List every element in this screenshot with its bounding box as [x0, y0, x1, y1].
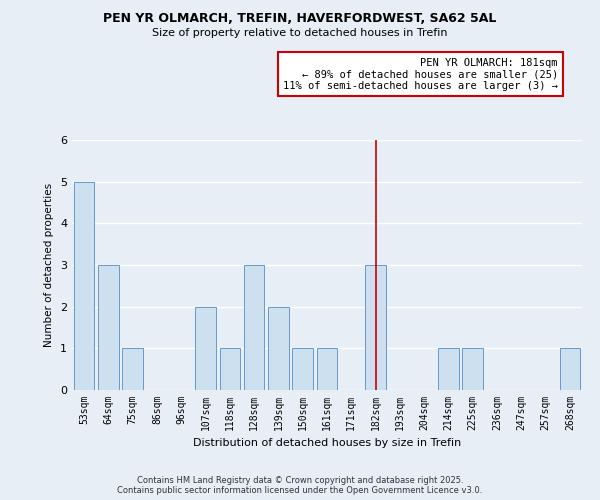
Bar [195, 306, 216, 390]
Bar [292, 348, 313, 390]
Bar [244, 265, 265, 390]
X-axis label: Distribution of detached houses by size in Trefin: Distribution of detached houses by size … [193, 438, 461, 448]
Bar [98, 265, 119, 390]
Bar [438, 348, 459, 390]
Text: PEN YR OLMARCH, TREFIN, HAVERFORDWEST, SA62 5AL: PEN YR OLMARCH, TREFIN, HAVERFORDWEST, S… [103, 12, 497, 26]
Text: Contains HM Land Registry data © Crown copyright and database right 2025.
Contai: Contains HM Land Registry data © Crown c… [118, 476, 482, 495]
Bar [365, 265, 386, 390]
Bar [560, 348, 580, 390]
Bar [317, 348, 337, 390]
Y-axis label: Number of detached properties: Number of detached properties [44, 183, 55, 347]
Text: Size of property relative to detached houses in Trefin: Size of property relative to detached ho… [152, 28, 448, 38]
Bar [122, 348, 143, 390]
Bar [220, 348, 240, 390]
Bar [268, 306, 289, 390]
Bar [463, 348, 483, 390]
Bar [74, 182, 94, 390]
Text: PEN YR OLMARCH: 181sqm
← 89% of detached houses are smaller (25)
11% of semi-det: PEN YR OLMARCH: 181sqm ← 89% of detached… [283, 58, 558, 90]
